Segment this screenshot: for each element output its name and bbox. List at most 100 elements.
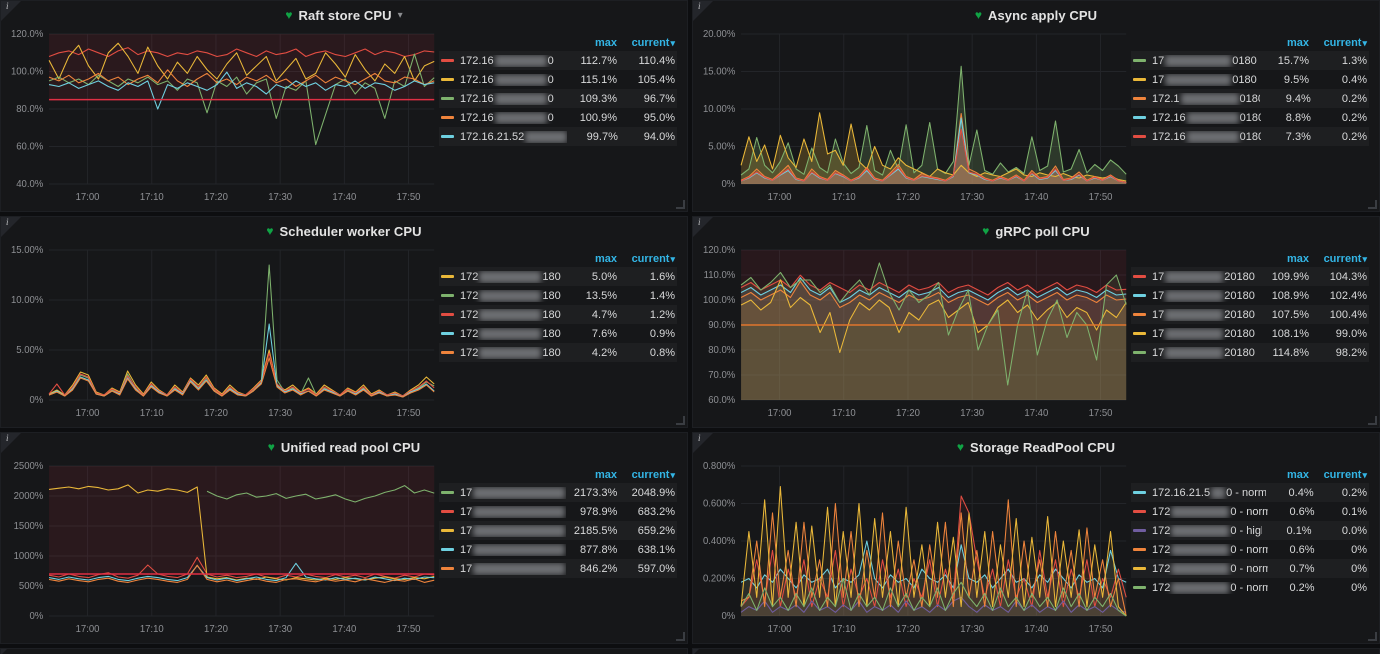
- time-series-chart[interactable]: 0.800% 0.600% 0.400% 0.200% 0% 17:00 17:10 17:2…: [699, 458, 1131, 640]
- x-axis-tick-label: 17:30: [268, 408, 292, 419]
- legend-body: 172.16.21.5 0 - normal 0.4% 0.2% 172 0 - norm…: [1131, 483, 1369, 597]
- series-name[interactable]: 172.16.21.52: [460, 130, 567, 143]
- y-axis-tick-label: 1000%: [14, 551, 44, 562]
- series-name[interactable]: 172.16 0: [460, 73, 565, 86]
- series-name[interactable]: 172 0 - normal: [1152, 543, 1268, 556]
- series-name[interactable]: 172 180: [460, 289, 565, 302]
- series-current-value: 638.1%: [637, 543, 676, 556]
- panel-resize-handle[interactable]: [676, 632, 685, 641]
- series-name[interactable]: 172 180: [460, 346, 565, 359]
- series-name[interactable]: 172.16 0: [460, 111, 565, 124]
- series-name[interactable]: 17 20180: [1152, 308, 1257, 321]
- series-current-value: 659.2%: [637, 524, 676, 537]
- series-name[interactable]: 17 20180: [1152, 346, 1257, 359]
- panel-header[interactable]: ♥ Raft store CPU ▾: [1, 1, 687, 26]
- panel-title: Raft store CPU: [298, 7, 392, 23]
- series-name[interactable]: 172 0 - normal: [1152, 581, 1268, 594]
- series-name[interactable]: 17 20180: [1152, 270, 1257, 283]
- series-name[interactable]: 17: [460, 543, 566, 556]
- series-name[interactable]: 172.16 0: [460, 54, 565, 67]
- legend-current-header[interactable]: current▾: [1323, 468, 1367, 481]
- time-series-chart[interactable]: 120.0% 110.0% 100.0% 90.0% 80.0% 70.0% 60.0% 17…: [699, 242, 1131, 424]
- series-name[interactable]: 17: [460, 486, 566, 499]
- legend-current-header[interactable]: current▾: [631, 468, 675, 481]
- time-series-chart[interactable]: 15.00% 10.00% 5.00% 0% 17:00 17:10 17:20 17:30 1…: [7, 242, 439, 424]
- panel-info-corner[interactable]: [693, 217, 713, 237]
- panel-info-corner[interactable]: [1, 1, 21, 21]
- series-line: [48, 352, 435, 397]
- panel-resize-handle[interactable]: [676, 416, 685, 425]
- panel-resize-handle[interactable]: [1368, 632, 1377, 641]
- legend-max-header[interactable]: max: [1286, 36, 1309, 49]
- series-name[interactable]: 17 0180: [1152, 73, 1257, 86]
- y-axis-tick-label: 0.600%: [703, 498, 736, 509]
- redacted-text-blur: [1171, 505, 1230, 518]
- panel-header[interactable]: ♥ Scheduler worker CPU ▾: [1, 217, 687, 242]
- panel-header[interactable]: ♥ Storage ReadPool CPU ▾: [693, 433, 1379, 458]
- series-name[interactable]: 172 180: [460, 270, 565, 283]
- y-axis-tick-label: 60.0%: [708, 395, 735, 406]
- x-axis-tick-label: 17:30: [268, 192, 292, 203]
- time-series-chart[interactable]: 2500% 2000% 1500% 1000% 500% 0% 17:00 17:10 17:2…: [7, 458, 439, 640]
- series-name[interactable]: 172.16 0: [460, 92, 565, 105]
- legend-current-header[interactable]: current▾: [1323, 36, 1367, 49]
- series-name-prefix: 172: [460, 327, 479, 340]
- series-area-fill: [741, 112, 1127, 184]
- series-name-suffix: 0: [547, 73, 554, 86]
- legend-current-header[interactable]: current▾: [1323, 252, 1367, 265]
- series-name[interactable]: 17: [460, 524, 566, 537]
- panel-info-corner[interactable]: [1, 433, 21, 453]
- series-name[interactable]: 17 0180: [1152, 54, 1257, 67]
- legend-max-header[interactable]: max: [1286, 252, 1309, 265]
- legend-max-header[interactable]: max: [594, 252, 617, 265]
- series-name[interactable]: 172.16 0180: [1152, 111, 1261, 124]
- series-name-suffix: 0 - high: [1230, 524, 1262, 537]
- time-series-chart[interactable]: 20.00% 15.00% 10.00% 5.00% 0% 17:00 17:10 17:20…: [699, 26, 1131, 208]
- series-name-prefix: 17: [1152, 327, 1165, 340]
- x-axis-tick-label: 17:40: [332, 624, 356, 635]
- series-name[interactable]: 172 180: [460, 327, 565, 340]
- series-name[interactable]: 17 20180: [1152, 289, 1257, 302]
- y-axis-tick-label: 15.00%: [703, 66, 736, 77]
- legend-current-header[interactable]: current▾: [631, 252, 675, 265]
- series-line: [48, 349, 435, 397]
- panel-resize-handle[interactable]: [1368, 416, 1377, 425]
- series-current-value: 1.4%: [649, 289, 675, 302]
- x-axis-tick-label: 17:20: [896, 192, 920, 203]
- series-name-suffix: 0 - normal: [1230, 543, 1267, 556]
- series-name[interactable]: 17: [460, 505, 566, 518]
- series-current-value: 683.2%: [637, 505, 676, 518]
- panel-header[interactable]: ♥ Async apply CPU ▾: [693, 1, 1379, 26]
- panel-header[interactable]: ♥ Unified read pool CPU ▾: [1, 433, 687, 458]
- legend: max current▾ 172.16 0 112.7% 110.4% 172.16 0 1…: [439, 26, 683, 208]
- series-name[interactable]: 172.16.21.5 0 - normal: [1152, 486, 1266, 499]
- legend-max-header[interactable]: max: [594, 36, 617, 49]
- y-axis-tick-label: 0.400%: [703, 536, 736, 547]
- series-max-value: 8.8%: [1285, 111, 1311, 124]
- series-name[interactable]: 172.16 0180: [1152, 130, 1261, 143]
- time-series-chart[interactable]: 120.0% 100.0% 80.0% 60.0% 40.0% 17:00 17:10 17:…: [7, 26, 439, 208]
- series-name[interactable]: 17 20180: [1152, 327, 1257, 340]
- y-axis-tick-label: 500%: [19, 581, 44, 592]
- series-name[interactable]: 172 0 - normal: [1152, 562, 1268, 575]
- panel-info-corner[interactable]: [693, 433, 713, 453]
- x-axis-tick-label: 17:20: [204, 408, 228, 419]
- series-name[interactable]: 172 0 - normal: [1152, 505, 1268, 518]
- redacted-text-blur: [479, 346, 542, 359]
- alert-threshold-region: [49, 466, 435, 574]
- legend-row: 172 180 4.7% 1.2%: [439, 305, 677, 324]
- series-name[interactable]: 172 180: [460, 308, 565, 321]
- redacted-text-blur: [1171, 524, 1230, 537]
- panel-info-corner[interactable]: [1, 217, 21, 237]
- series-name[interactable]: 172 0 - high: [1152, 524, 1262, 537]
- panel-header[interactable]: ♥ gRPC poll CPU ▾: [693, 217, 1379, 242]
- legend-current-header[interactable]: current▾: [631, 36, 675, 49]
- panel-resize-handle[interactable]: [1368, 200, 1377, 209]
- series-name[interactable]: 17: [460, 562, 566, 575]
- panel-resize-handle[interactable]: [676, 200, 685, 209]
- alert-ok-heart-icon: ♥: [285, 8, 293, 22]
- legend-max-header[interactable]: max: [594, 468, 617, 481]
- series-name[interactable]: 172.1 0180: [1152, 92, 1260, 105]
- panel-info-corner[interactable]: [693, 1, 713, 21]
- legend-max-header[interactable]: max: [1286, 468, 1309, 481]
